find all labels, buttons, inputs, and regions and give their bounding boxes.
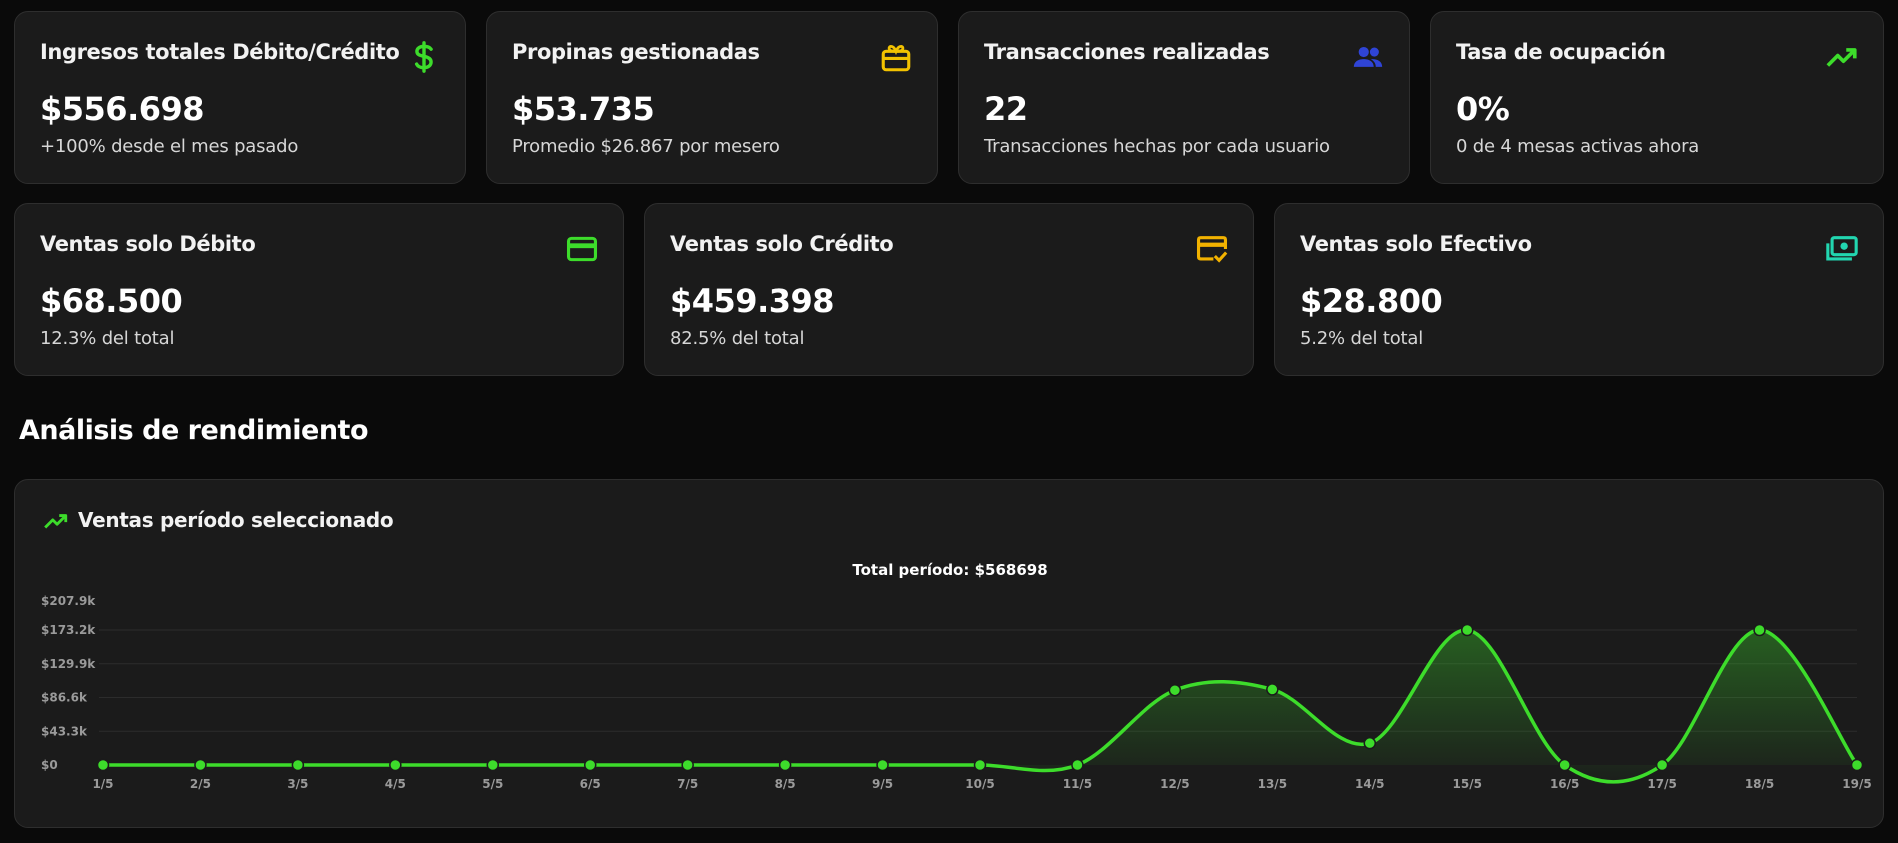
data-point [1753, 623, 1766, 637]
x-tick-label: 9/5 [872, 777, 893, 791]
gift-icon [881, 44, 911, 72]
y-tick-label: $86.6k [41, 691, 88, 705]
x-tick-label: 15/5 [1453, 777, 1482, 791]
data-point [1558, 758, 1571, 772]
kpi-title: Transacciones realizadas [984, 40, 1270, 64]
kpi-subtext: Transacciones hechas por cada usuario [984, 136, 1330, 157]
y-tick-label: $43.3k [41, 724, 88, 738]
kpi-card-transacciones: Transacciones realizadas 22 Transaccione… [958, 11, 1410, 184]
sales-chart-card: Ventas período seleccionado Total períod… [14, 479, 1884, 828]
x-tick-label: 11/5 [1063, 777, 1092, 791]
kpi-subtext: +100% desde el mes pasado [40, 136, 299, 157]
kpi-title: Ventas solo Efectivo [1300, 232, 1532, 256]
data-point [291, 758, 305, 772]
data-point [1363, 736, 1377, 750]
x-tick-label: 2/5 [190, 777, 211, 791]
x-tick-label: 13/5 [1258, 777, 1287, 791]
kpi-card-credito: Ventas solo Crédito $459.398 82.5% del t… [644, 203, 1254, 376]
kpi-title: Tasa de ocupación [1456, 40, 1666, 64]
kpi-title: Ingresos totales Débito/Crédito [40, 40, 400, 64]
kpi-value: $28.800 [1300, 282, 1443, 320]
data-point [1168, 683, 1182, 697]
kpi-value: $556.698 [40, 90, 205, 128]
data-point [486, 758, 500, 772]
users-icon [1353, 46, 1383, 67]
x-tick-label: 7/5 [677, 777, 698, 791]
kpi-subtext: 5.2% del total [1300, 328, 1424, 349]
data-point [194, 758, 207, 772]
data-point [1266, 683, 1279, 696]
y-tick-label: $0 [41, 758, 58, 772]
x-tick-label: 17/5 [1647, 777, 1676, 791]
data-point [1071, 758, 1084, 772]
kpi-subtext: 0 de 4 mesas activas ahora [1456, 136, 1700, 157]
x-tick-label: 12/5 [1160, 777, 1189, 791]
data-point [583, 758, 597, 772]
kpi-value: 22 [984, 90, 1028, 128]
x-tick-label: 8/5 [775, 777, 796, 791]
kpi-card-efectivo: Ventas solo Efectivo $28.800 5.2% del to… [1274, 203, 1884, 376]
kpi-title: Ventas solo Débito [40, 232, 256, 256]
kpi-value: $459.398 [670, 282, 835, 320]
kpi-title: Ventas solo Crédito [670, 232, 894, 256]
kpi-card-debito: Ventas solo Débito $68.500 12.3% del tot… [14, 203, 624, 376]
trending-up-icon [44, 514, 68, 529]
trending-up-icon [1826, 48, 1857, 67]
section-title: Análisis de rendimiento [19, 415, 369, 446]
series-area [103, 629, 1857, 782]
y-tick-label: $207.9k [41, 594, 96, 608]
x-tick-label: 3/5 [287, 777, 308, 791]
x-tick-label: 5/5 [482, 777, 503, 791]
data-point [1850, 758, 1864, 772]
data-point [778, 758, 792, 772]
x-tick-label: 10/5 [965, 777, 994, 791]
data-point [681, 758, 694, 772]
kpi-subtext: 82.5% del total [670, 328, 805, 349]
x-tick-label: 19/5 [1842, 777, 1871, 791]
kpi-value: $68.500 [40, 282, 183, 320]
x-tick-label: 16/5 [1550, 777, 1579, 791]
kpi-card-propinas: Propinas gestionadas $53.735 Promedio $2… [486, 11, 938, 184]
data-point [1655, 758, 1669, 772]
kpi-value: 0% [1456, 90, 1510, 128]
dollar-icon [414, 41, 433, 73]
kpi-subtext: 12.3% del total [40, 328, 175, 349]
kpi-card-ocupacion: Tasa de ocupación 0% 0 de 4 mesas activa… [1430, 11, 1884, 184]
credit-card-icon [566, 236, 598, 262]
x-tick-label: 18/5 [1745, 777, 1774, 791]
data-point [96, 758, 110, 772]
data-point [1460, 623, 1474, 637]
chart-total-label: Total período: $568698 [852, 561, 1047, 579]
y-tick-label: $173.2k [41, 623, 96, 637]
cash-icon [1826, 236, 1858, 261]
x-tick-label: 6/5 [580, 777, 601, 791]
kpi-value: $53.735 [512, 90, 655, 128]
data-point [973, 758, 987, 772]
chart-card-title: Ventas período seleccionado [78, 508, 394, 532]
x-tick-label: 4/5 [385, 777, 406, 791]
kpi-card-ingresos: Ingresos totales Débito/Crédito $556.698… [14, 11, 466, 184]
sales-area-chart: Total período: $568698 $0 $43.3k $86.6k $129… [41, 561, 1872, 791]
y-tick-label: $129.9k [41, 657, 96, 671]
data-point [876, 758, 889, 772]
kpi-title: Propinas gestionadas [512, 40, 760, 64]
card-check-icon [1196, 236, 1228, 263]
x-tick-label: 14/5 [1355, 777, 1384, 791]
x-tick-label: 1/5 [92, 777, 113, 791]
kpi-subtext: Promedio $26.867 por mesero [512, 136, 780, 157]
data-point [389, 758, 402, 772]
